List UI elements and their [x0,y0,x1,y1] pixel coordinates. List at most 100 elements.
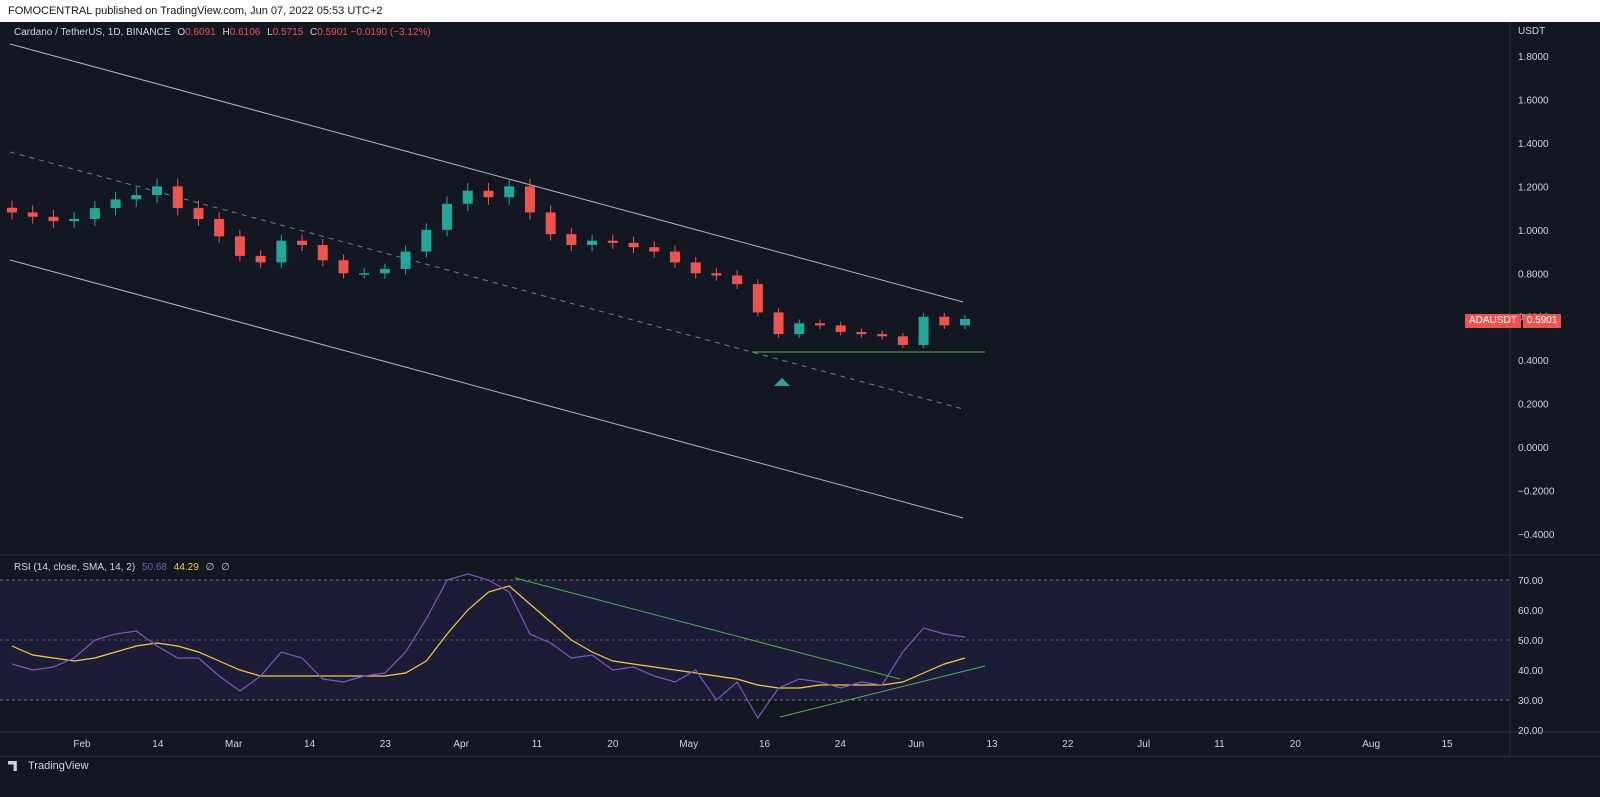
candle-body [193,208,204,219]
time-tick-label: 11 [532,739,543,750]
price-tag-symbol: ADAUSDT [1465,314,1521,328]
rsi-value: 50.68 [141,562,167,573]
candle-body [545,212,556,235]
time-tick-label: 13 [986,739,998,750]
rsi-axis[interactable]: 70.00 60.00 50.00 40.00 30.00 20.00 [1518,576,1543,737]
price-tick-label: −0.2000 [1518,487,1555,498]
candle-body [214,218,225,237]
rsi-tick-label: 70.00 [1518,576,1543,587]
candle-body [504,186,515,198]
rsi-support-trendline[interactable] [779,665,986,718]
change-value: −0.0190 (−3.12%) [350,27,431,38]
chart-canvas[interactable]: 1.8000 1.6000 1.4000 1.2000 1.0000 0.8000 0.60… [0,22,1600,756]
price-tick-label: −0.4000 [1518,530,1555,541]
channel-upper-line[interactable] [9,43,964,303]
candle-body [7,207,17,213]
open-value: 0.6091 [185,27,216,38]
candle-body [69,218,80,222]
time-tick-label: 11 [1214,739,1225,750]
candle-body [649,247,660,252]
candle-body [918,316,929,345]
tradingview-logo[interactable]: TradingView [8,760,89,772]
time-tick-label: 14 [152,739,164,750]
publisher-line: FOMOCENTRAL published on TradingView.com… [8,5,383,17]
time-tick-label: 16 [759,739,771,750]
time-tick-label: 24 [835,739,847,750]
candle-body [89,208,100,219]
candle-body [752,284,763,313]
candle-body [421,229,432,252]
channel-mid-line[interactable] [9,151,964,410]
time-tick-label: 23 [380,739,392,750]
price-tick-label: 0.8000 [1518,269,1549,280]
buy-signal-marker [774,378,790,386]
candlestick-series [7,178,970,349]
candle-body [939,316,950,326]
price-unit: USDT [1518,26,1546,37]
price-tick-label: 1.4000 [1518,139,1549,150]
time-tick-label: 22 [1062,739,1074,750]
candle-body [110,199,121,209]
candle-body [172,186,183,209]
candle-body [400,251,411,269]
candle-body [524,186,535,213]
symbol-legend[interactable]: Cardano / TetherUS, 1D, BINANCE O0.6091 … [14,27,431,38]
rsi-tick-label: 60.00 [1518,606,1543,617]
tradingview-logo-icon [8,761,17,771]
rsi-legend[interactable]: RSI (14, close, SMA, 14, 2) 50.68 44.29 … [14,562,230,573]
symbol-name: Cardano / TetherUS, 1D, BINANCE [14,27,171,38]
price-tick-label: 1.8000 [1518,52,1549,63]
rsi-tick-label: 30.00 [1518,696,1543,707]
price-tag-value: 0.5901 [1522,314,1562,328]
time-axis[interactable]: Feb 14 Mar 14 23 Apr 11 20 May 16 24 Jun 13 22 Jul 11 20… [73,739,1453,750]
candle-body [773,312,784,335]
candle-body [379,268,390,274]
candle-body [131,195,142,200]
time-tick-label: 14 [304,739,316,750]
rsi-na-1: ∅ [205,562,215,573]
candle-body [587,240,598,246]
price-tick-label: 1.6000 [1518,95,1549,106]
candle-body [483,190,494,198]
candle-body [607,240,618,243]
channel-lower-line[interactable] [9,259,964,519]
rsi-band [0,580,1510,700]
candle-body [442,203,453,230]
close-label: C [310,27,318,38]
rsi-sma-line [11,585,966,689]
candle-body [255,255,266,263]
candle-body [566,234,577,246]
candle-body [48,216,59,222]
price-tick-label: 0.0000 [1518,443,1549,454]
rsi-resistance-trendline[interactable] [514,577,901,680]
price-axis[interactable]: 1.80001.60001.40001.20001.00000.80000.60… [1518,52,1555,541]
candle-body [297,240,308,246]
candle-body [359,273,370,275]
time-tick-label: 15 [1441,739,1453,750]
candle-body [669,251,680,263]
time-tick-label: Jun [908,739,924,750]
rsi-label: RSI (14, close, SMA, 14, 2) [14,562,136,573]
rsi-sma-value: 44.29 [173,562,199,573]
candle-body [27,212,38,217]
publisher-header: FOMOCENTRAL published on TradingView.com… [0,0,1600,22]
candle-body [897,336,908,345]
open-label: O [177,27,186,38]
price-tick-label: 0.2000 [1518,400,1549,411]
candle-body [856,331,867,335]
rsi-na-2: ∅ [221,562,230,573]
candle-body [234,236,245,256]
time-tick-label: Aug [1362,739,1380,750]
time-tick-label: Apr [453,739,469,750]
rsi-tick-label: 40.00 [1518,666,1543,677]
price-tick-label: 0.4000 [1518,356,1549,367]
candle-body [835,325,846,332]
time-tick-label: 20 [607,739,619,750]
candle-body [711,273,722,276]
candle-body [732,275,743,285]
rsi-tick-label: 20.00 [1518,726,1543,737]
footer-bar [0,756,1600,797]
low-value: 0.5715 [272,27,304,38]
time-tick-label: May [679,739,698,750]
price-tick-label: 1.0000 [1518,226,1549,237]
